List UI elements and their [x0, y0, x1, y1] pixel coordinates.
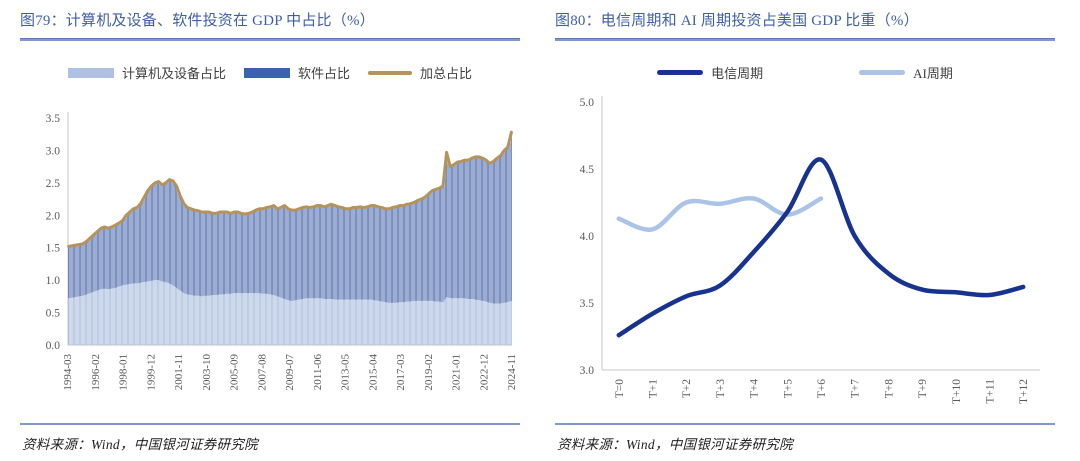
legend-swatch-computer-equipment: [67, 67, 114, 78]
svg-text:2003-10: 2003-10: [201, 354, 213, 391]
chart-80-line: 3.03.54.04.55.0T=0 T+1 T+2 T+3 T+4 T+5 T+6 T+7 T…: [580, 96, 1040, 404]
legend-swatch-telecom-cycle: [657, 70, 704, 75]
svg-text:T+8: T+8: [883, 379, 895, 399]
svg-text:2.5: 2.5: [46, 178, 61, 190]
figure-79-source-divider: [20, 423, 520, 425]
figure-80-source-divider: [555, 423, 1055, 425]
svg-text:2015-04: 2015-04: [367, 354, 379, 391]
svg-text:2013-05: 2013-05: [340, 354, 352, 391]
figure-79-title: 图79：计算机及设备、软件投资在 GDP 中占比（%）: [20, 13, 375, 29]
svg-text:T+11: T+11: [984, 379, 996, 404]
legend-item-ai-cycle: AI周期: [859, 63, 953, 82]
figure-80-legend: 电信周期 AI周期: [555, 63, 1055, 82]
svg-text:T=0: T=0: [614, 379, 626, 399]
svg-text:3.5: 3.5: [580, 298, 595, 310]
svg-text:2019-02: 2019-02: [423, 354, 435, 391]
svg-text:T+1: T+1: [648, 379, 660, 399]
legend-item-telecom-cycle: 电信周期: [657, 63, 763, 82]
svg-text:1.0: 1.0: [46, 275, 61, 287]
figure-80-title-underline: [555, 38, 1055, 41]
svg-text:T+3: T+3: [715, 379, 727, 399]
legend-swatch-total: [368, 70, 412, 75]
svg-text:T+5: T+5: [782, 379, 794, 399]
figure-79: 图79：计算机及设备、软件投资在 GDP 中占比（%） 计算机及设备占比 软件占…: [20, 10, 520, 458]
svg-text:0.0: 0.0: [46, 340, 61, 352]
total-share-line: [67, 130, 513, 248]
svg-text:T+10: T+10: [951, 379, 963, 404]
telecom-cycle-line: [616, 157, 1026, 338]
svg-text:3.0: 3.0: [46, 145, 61, 157]
svg-text:2022-12: 2022-12: [478, 354, 490, 391]
svg-text:T+6: T+6: [816, 379, 828, 399]
axes: [601, 96, 1040, 371]
svg-text:1998-01: 1998-01: [118, 354, 130, 391]
legend-item-computer-equipment: 计算机及设备占比: [67, 63, 226, 82]
figure-79-source-note: 资料来源：Wind，中国银河证券研究院: [22, 437, 258, 452]
svg-text:2011-06: 2011-06: [312, 354, 324, 391]
legend-label-telecom-cycle: 电信周期: [711, 66, 764, 81]
svg-text:0.5: 0.5: [46, 308, 61, 320]
svg-text:2007-08: 2007-08: [256, 354, 268, 391]
figure-79-legend: 计算机及设备占比 软件占比 加总占比: [20, 63, 520, 82]
legend-label-ai-cycle: AI周期: [913, 66, 953, 81]
legend-label-total: 加总占比: [420, 66, 473, 81]
legend-label-software: 软件占比: [297, 66, 350, 81]
y-axis-tick-labels: 0.0 0.5 1.0 1.5 2.0 2.5 3.0 3.5: [46, 113, 61, 352]
svg-text:3.0: 3.0: [580, 365, 595, 377]
svg-text:5.0: 5.0: [580, 97, 595, 109]
svg-text:T+9: T+9: [917, 379, 929, 399]
svg-text:2017-03: 2017-03: [395, 354, 407, 391]
svg-text:2.0: 2.0: [46, 210, 61, 222]
svg-text:T+4: T+4: [749, 379, 761, 399]
x-axis-tick-labels: 1994-03 1996-02 1998-01 1999-12 2001-11 2003-…: [62, 354, 518, 391]
figure-80: 图80：电信周期和 AI 周期投资占美国 GDP 比重（%） 电信周期 AI周期…: [555, 10, 1055, 458]
legend-swatch-software: [243, 67, 290, 78]
svg-text:2021-01: 2021-01: [451, 354, 463, 391]
x-axis-tick-labels: T=0 T+1 T+2 T+3 T+4 T+5 T+6 T+7 T+8 T+9 T+10 T+11 T+…: [614, 379, 1030, 404]
svg-text:T+2: T+2: [681, 379, 693, 399]
svg-text:4.0: 4.0: [580, 231, 595, 243]
svg-text:2005-09: 2005-09: [229, 354, 241, 391]
bars-software: [68, 132, 512, 304]
bars-computer-equipment: [68, 280, 512, 345]
legend-item-total: 加总占比: [368, 63, 472, 82]
y-axis-tick-labels: 3.0 3.5 4.0 4.5 5.0: [580, 97, 595, 377]
svg-text:3.5: 3.5: [46, 113, 61, 125]
svg-text:1994-03: 1994-03: [62, 354, 74, 391]
legend-item-software: 软件占比: [243, 63, 350, 82]
figure-80-title: 图80：电信周期和 AI 周期投资占美国 GDP 比重（%）: [555, 13, 919, 29]
figure-80-source-note: 资料来源：Wind，中国银河证券研究院: [557, 437, 793, 452]
svg-text:1.5: 1.5: [46, 243, 61, 255]
legend-label-computer-equipment: 计算机及设备占比: [121, 66, 226, 81]
figure-79-title-underline: [20, 38, 520, 41]
svg-text:2001-11: 2001-11: [173, 354, 185, 390]
svg-text:T+7: T+7: [850, 379, 862, 399]
svg-text:T+12: T+12: [1018, 379, 1030, 404]
svg-text:4.5: 4.5: [580, 164, 595, 176]
svg-text:1999-12: 1999-12: [145, 354, 157, 391]
svg-text:2024-11: 2024-11: [506, 354, 518, 390]
svg-text:2009-07: 2009-07: [284, 354, 296, 391]
legend-swatch-ai-cycle: [859, 70, 906, 75]
svg-text:1996-02: 1996-02: [90, 354, 102, 391]
